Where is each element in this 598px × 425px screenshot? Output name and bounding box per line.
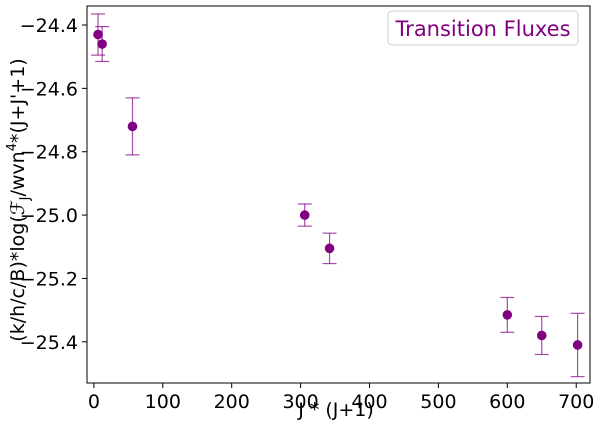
y-axis-label: (k/h/c/B)*log(ℱJ/wvn4*(J+J'+1)	[5, 58, 33, 341]
x-axis-label: J * (J+1)	[297, 399, 374, 421]
x-tick-label: 400	[351, 391, 387, 413]
x-tick-label: 500	[420, 391, 456, 413]
x-tick-label: 100	[145, 391, 181, 413]
y-tick-label: −25.0	[20, 205, 78, 227]
y-tick-label: −24.8	[20, 142, 78, 164]
data-point	[299, 210, 310, 220]
x-tick-label: 300	[282, 391, 318, 413]
data-point	[572, 340, 583, 350]
y-tick-label: −25.2	[20, 268, 78, 290]
legend-box	[387, 10, 579, 46]
y-tick-label: −24.6	[20, 78, 78, 100]
x-axis-ticks: 0 100 200 300 400 500 600 700	[88, 383, 594, 413]
plot-frame	[86, 5, 591, 384]
legend: Transition Fluxes	[387, 10, 579, 46]
x-tick-label: 200	[214, 391, 250, 413]
legend-entry: Transition Fluxes	[394, 17, 570, 41]
data-point	[127, 121, 138, 132]
data-point	[502, 310, 513, 320]
y-tick-label: −25.4	[20, 332, 78, 354]
data-point	[536, 330, 547, 341]
data-point	[324, 243, 335, 254]
chart-marks	[91, 13, 585, 378]
x-tick-label: 600	[489, 391, 525, 413]
x-tick-label: 700	[558, 391, 594, 413]
x-tick-label: 0	[88, 391, 100, 413]
data-point	[97, 39, 107, 49]
y-axis-ticks: −24.4 −24.6 −24.8 −25.0 −25.2 −25.4	[20, 15, 87, 354]
y-tick-label: −24.4	[20, 15, 78, 37]
data-point	[93, 29, 103, 40]
